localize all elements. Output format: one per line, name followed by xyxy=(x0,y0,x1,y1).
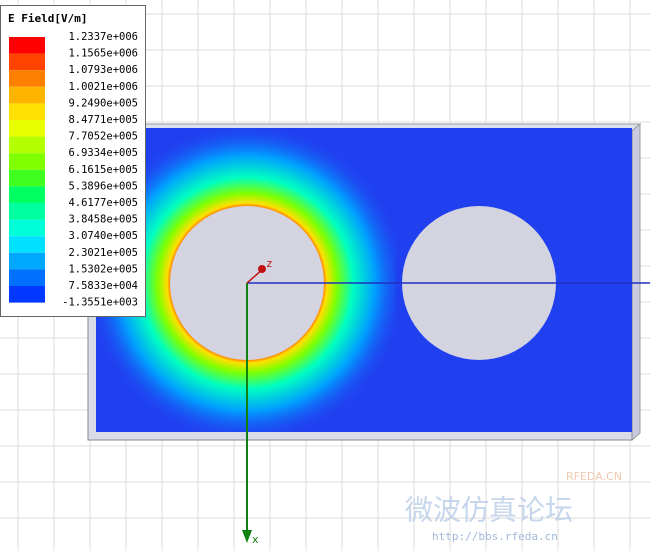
legend-swatch xyxy=(9,120,45,137)
legend-swatch xyxy=(9,219,45,237)
z-axis-label: z xyxy=(266,257,273,270)
origin-dot xyxy=(258,265,266,273)
legend-swatch xyxy=(9,86,45,104)
legend-label: 5.3896e+005 xyxy=(68,180,138,192)
legend-label: 1.5302e+005 xyxy=(68,263,138,275)
legend-label: 8.4771e+005 xyxy=(68,114,138,126)
legend-swatch xyxy=(9,203,45,220)
legend-swatch xyxy=(9,252,45,270)
legend-swatch xyxy=(9,269,45,286)
legend-label: 6.9334e+005 xyxy=(68,147,138,159)
legend-label: 3.0740e+005 xyxy=(68,230,138,242)
x-axis-arrow xyxy=(242,530,252,543)
legend-swatch xyxy=(9,169,45,187)
legend-label: 1.2337e+006 xyxy=(68,31,138,43)
legend-label: 6.1615e+005 xyxy=(68,164,138,176)
watermark-forum: 微波仿真论坛 xyxy=(405,494,573,527)
legend-swatch xyxy=(9,37,45,54)
legend-label: 4.6177e+005 xyxy=(68,197,138,209)
legend-label: 1.1565e+006 xyxy=(68,48,138,60)
legend-swatch xyxy=(9,153,45,170)
legend-label: 7.5833e+004 xyxy=(68,280,138,292)
legend-swatch xyxy=(9,70,45,87)
legend-label: 9.2490e+005 xyxy=(68,97,138,109)
box-side xyxy=(631,122,641,442)
legend-label: 2.3021e+005 xyxy=(68,247,138,259)
legend-swatch xyxy=(9,236,45,253)
legend-swatch xyxy=(9,53,45,71)
legend-swatch xyxy=(9,286,45,303)
legend-label: 7.7052e+005 xyxy=(68,131,138,143)
watermark-url: http://bbs.rfeda.cn xyxy=(432,530,558,543)
legend-swatch xyxy=(9,186,45,203)
legend-swatch xyxy=(9,136,45,154)
x-axis-label: x xyxy=(252,533,259,546)
legend-label: -1.3551e+003 xyxy=(62,297,138,309)
watermark-site: RFEDA.CN xyxy=(566,470,622,483)
legend-label: 3.8458e+005 xyxy=(68,214,138,226)
legend-title: E Field[V/m] xyxy=(8,12,87,25)
legend-label: 1.0021e+006 xyxy=(68,81,138,93)
legend-swatch xyxy=(9,103,45,120)
legend-rows: 1.2337e+006 1.1565e+006 1.0793e+006 1.0021e… xyxy=(9,31,138,309)
legend-label: 1.0793e+006 xyxy=(68,64,138,76)
